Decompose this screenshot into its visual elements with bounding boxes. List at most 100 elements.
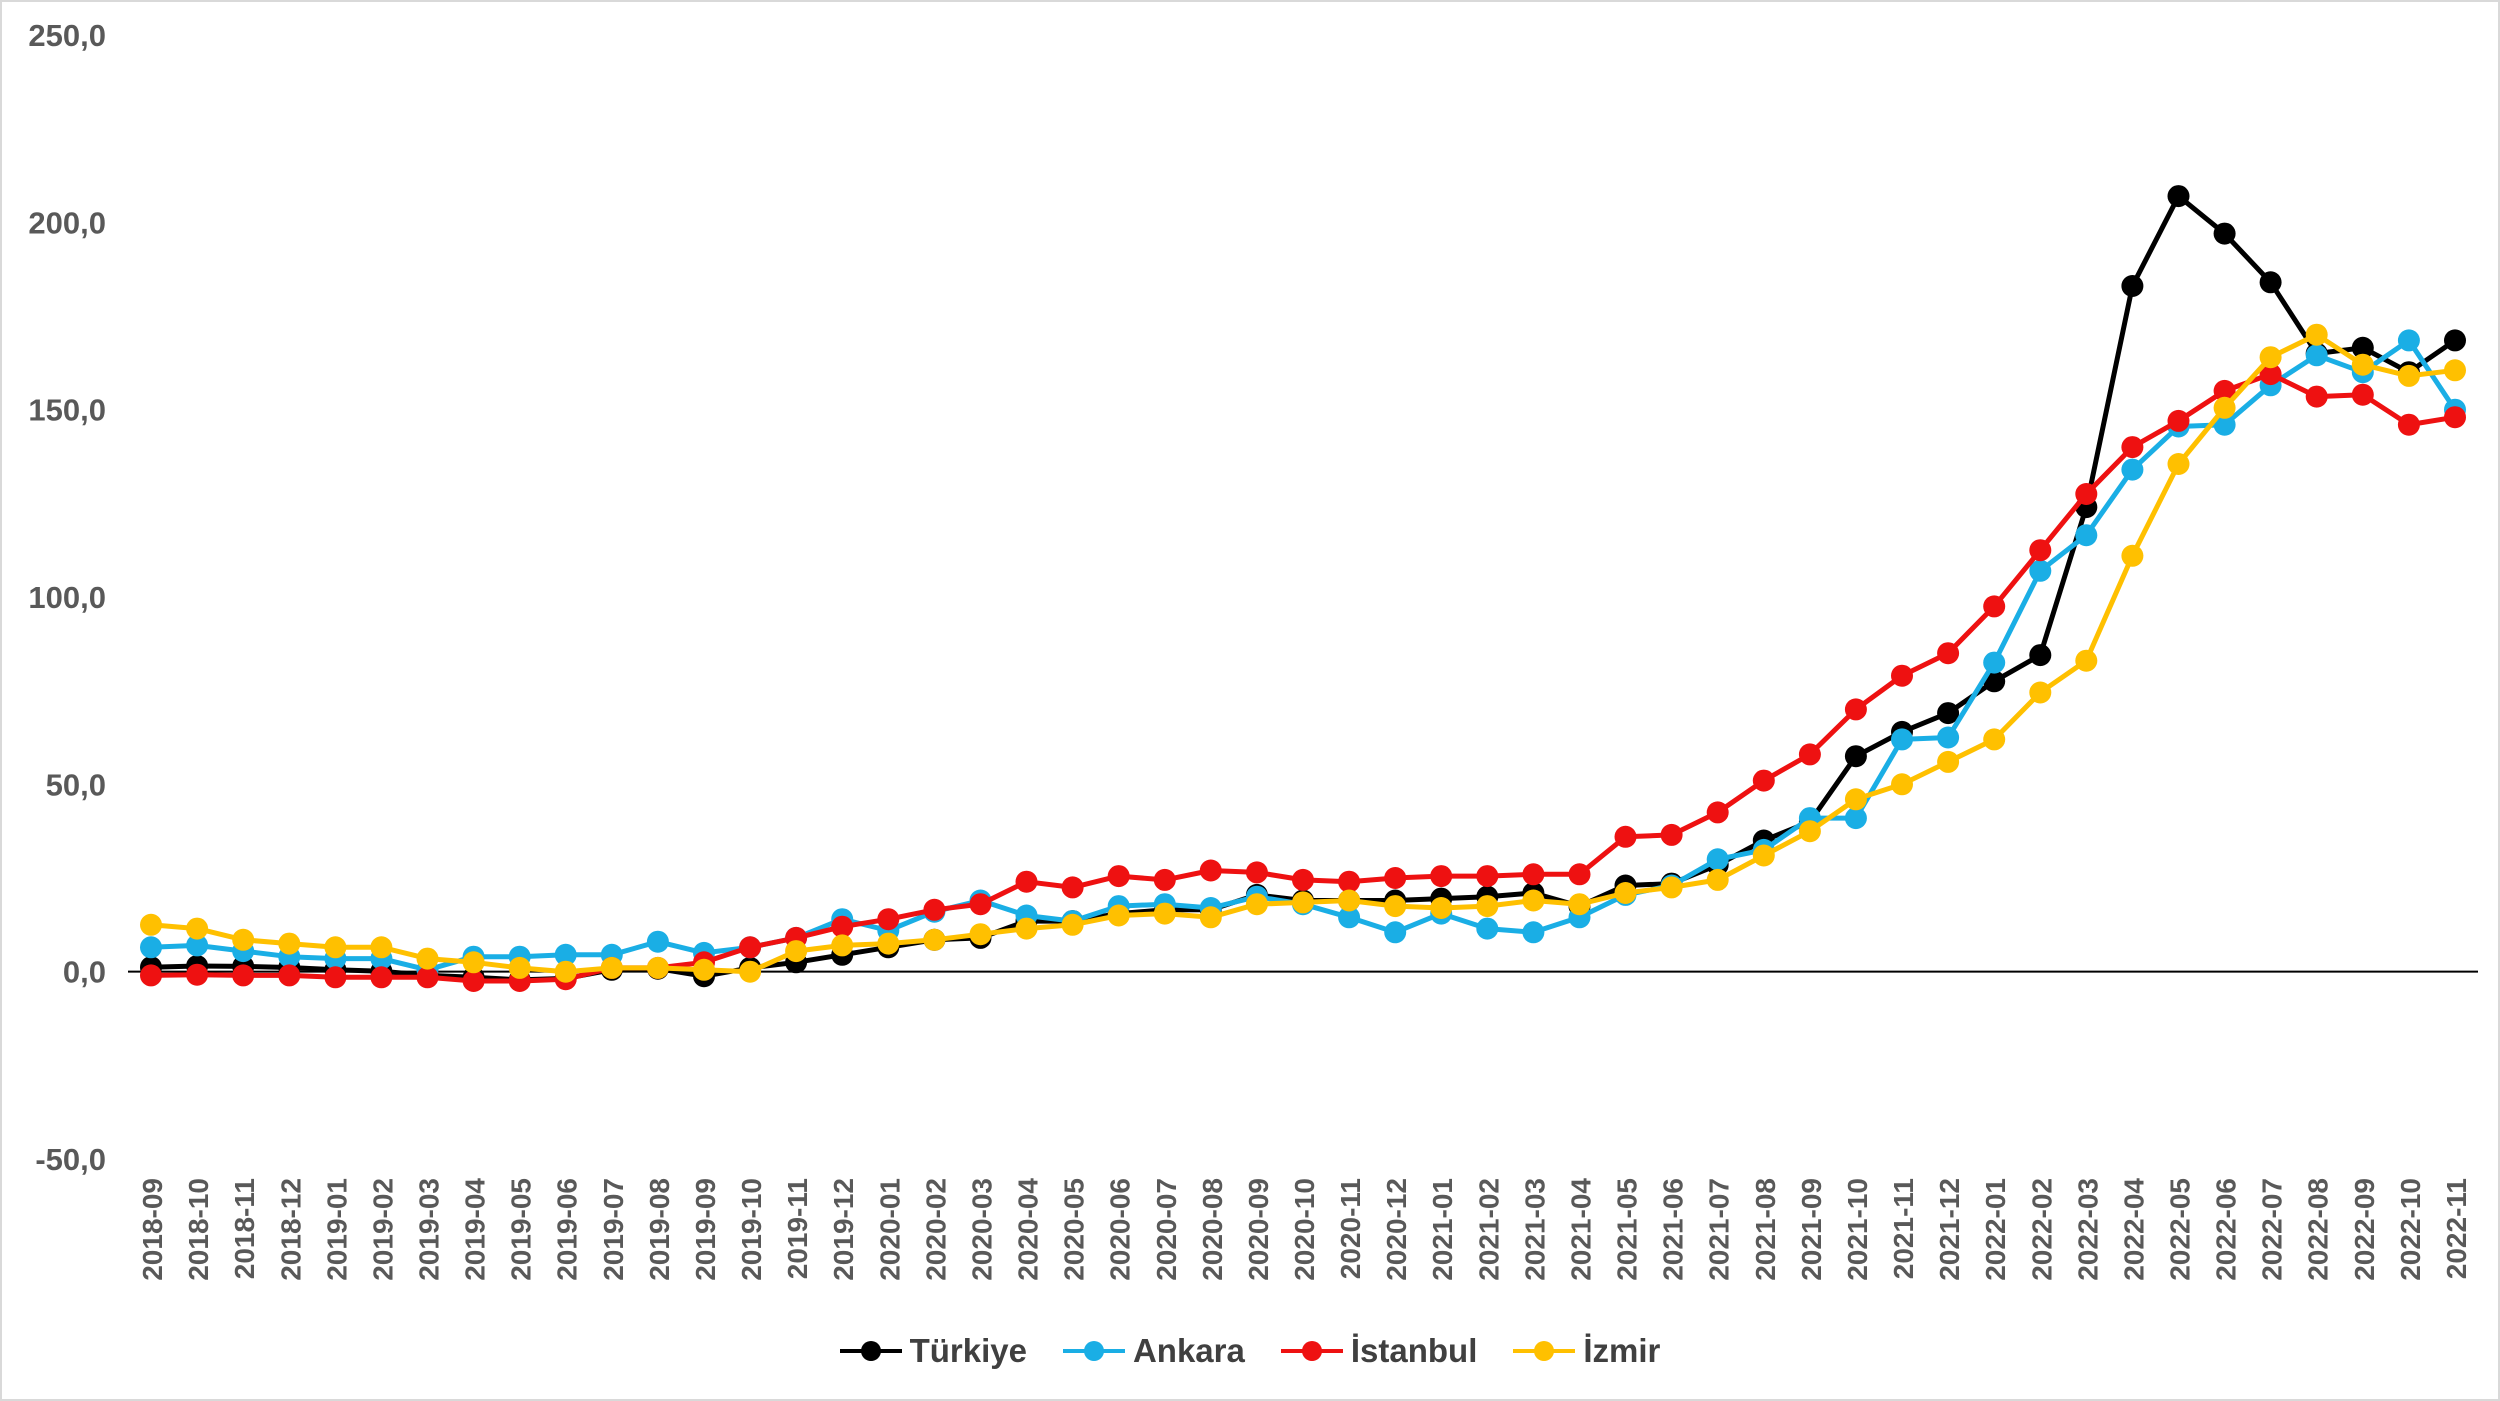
data-point: [1384, 867, 1407, 889]
data-point: [1153, 868, 1176, 891]
y-tick-label: 200,0: [28, 205, 106, 240]
data-point: [2213, 379, 2236, 402]
data-point: [2397, 413, 2420, 436]
x-tick-label: 2020-09: [1243, 1178, 1274, 1281]
series-layer: [140, 185, 2466, 992]
legend-label: Ankara: [1132, 1332, 1245, 1369]
x-tick-label: 2022-07: [2257, 1178, 2288, 1281]
legend-item: İstanbul: [1280, 1332, 1477, 1370]
x-tick-label: 2019-05: [506, 1178, 537, 1281]
data-point: [140, 913, 162, 936]
legend-item: İzmir: [1513, 1332, 1660, 1370]
data-point: [1384, 921, 1407, 944]
data-point: [646, 930, 669, 953]
legend-item: Ankara: [1062, 1332, 1245, 1370]
y-tick-label: 250,0: [28, 18, 106, 53]
y-tick-label: 100,0: [28, 580, 106, 615]
x-tick-label: 2021-08: [1750, 1178, 1781, 1281]
data-point: [2121, 275, 2144, 297]
data-point: [2259, 346, 2282, 369]
data-point: [2075, 524, 2098, 547]
data-point: [1983, 595, 2006, 618]
data-point: [1015, 870, 1038, 893]
data-point: [1660, 876, 1683, 899]
data-point: [1430, 897, 1453, 919]
x-tick-label: 2022-10: [2395, 1178, 2426, 1281]
data-point: [1245, 861, 1268, 884]
data-point: [646, 956, 669, 979]
data-point: [1476, 865, 1499, 888]
x-tick-label: 2018-11: [229, 1178, 260, 1279]
data-point: [1937, 750, 1960, 773]
x-tick-label: 2019-08: [644, 1178, 675, 1281]
data-point: [877, 932, 900, 955]
x-tick-label: 2020-07: [1151, 1178, 1182, 1281]
data-point: [2397, 329, 2420, 352]
data-point: [600, 956, 623, 979]
data-point: [1522, 921, 1545, 944]
x-tick-label: 2020-04: [1013, 1178, 1044, 1281]
data-point: [1522, 863, 1545, 886]
legend-swatch: [1513, 1341, 1576, 1361]
x-tick-label: 2020-11: [1335, 1178, 1366, 1279]
data-point: [2029, 539, 2052, 562]
data-point: [2305, 323, 2328, 346]
data-point: [140, 964, 162, 987]
y-axis-labels: -50,0 0,0 50,0 100,0 150,0 200,0 250,0: [28, 18, 106, 1177]
x-tick-label: 2019-09: [690, 1178, 721, 1281]
data-point: [1844, 807, 1867, 830]
x-tick-label: 2019-03: [414, 1178, 445, 1281]
data-point: [1844, 788, 1867, 811]
x-tick-label: 2018-12: [275, 1178, 306, 1281]
data-point: [1844, 698, 1867, 721]
legend: Türkiye Ankara İstanbul İzmir: [0, 1332, 2500, 1370]
legend-swatch: [1062, 1341, 1125, 1361]
data-point: [1199, 859, 1222, 882]
x-tick-label: 2019-02: [367, 1178, 398, 1281]
x-tick-label: 2021-10: [1842, 1178, 1873, 1281]
y-tick-label: -50,0: [35, 1142, 106, 1177]
data-point: [2351, 383, 2374, 406]
x-tick-label: 2020-10: [1289, 1178, 1320, 1281]
data-point: [1752, 769, 1775, 792]
data-point: [1937, 702, 1960, 725]
x-tick-label: 2022-11: [2441, 1178, 2472, 1279]
data-point: [140, 936, 162, 959]
x-tick-label: 2022-02: [2026, 1178, 2057, 1281]
data-point: [2444, 406, 2466, 429]
x-tick-label: 2022-06: [2211, 1178, 2242, 1281]
data-point: [923, 898, 946, 921]
data-point: [923, 928, 946, 951]
x-tick-label: 2021-05: [1612, 1178, 1643, 1281]
x-tick-label: 2022-04: [2118, 1178, 2149, 1281]
y-tick-label: 150,0: [28, 393, 106, 428]
data-point: [1338, 889, 1361, 912]
data-point: [2444, 359, 2466, 382]
data-point: [370, 966, 393, 989]
data-point: [2351, 353, 2374, 376]
data-point: [1061, 876, 1084, 899]
data-point: [831, 915, 854, 938]
data-point: [2305, 344, 2328, 367]
data-point: [739, 936, 762, 959]
data-point: [1891, 728, 1913, 751]
x-tick-label: 2021-12: [1934, 1178, 1965, 1281]
data-point: [1199, 906, 1222, 929]
x-tick-label: 2021-03: [1519, 1178, 1550, 1281]
data-point: [2121, 436, 2144, 459]
data-point: [2029, 644, 2052, 667]
data-point: [1937, 642, 1960, 665]
x-tick-label: 2022-03: [2072, 1178, 2103, 1281]
x-tick-label: 2019-06: [552, 1178, 583, 1281]
x-tick-label: 2021-04: [1565, 1178, 1596, 1281]
data-point: [2121, 458, 2144, 481]
x-tick-label: 2022-08: [2303, 1178, 2334, 1281]
data-point: [416, 947, 439, 970]
data-point: [278, 932, 301, 955]
x-tick-label: 2018-09: [137, 1178, 168, 1281]
legend-label: İzmir: [1583, 1332, 1661, 1369]
x-tick-label: 2020-03: [966, 1178, 997, 1281]
data-point: [2213, 413, 2236, 436]
data-point: [324, 966, 347, 989]
data-point: [739, 960, 762, 983]
